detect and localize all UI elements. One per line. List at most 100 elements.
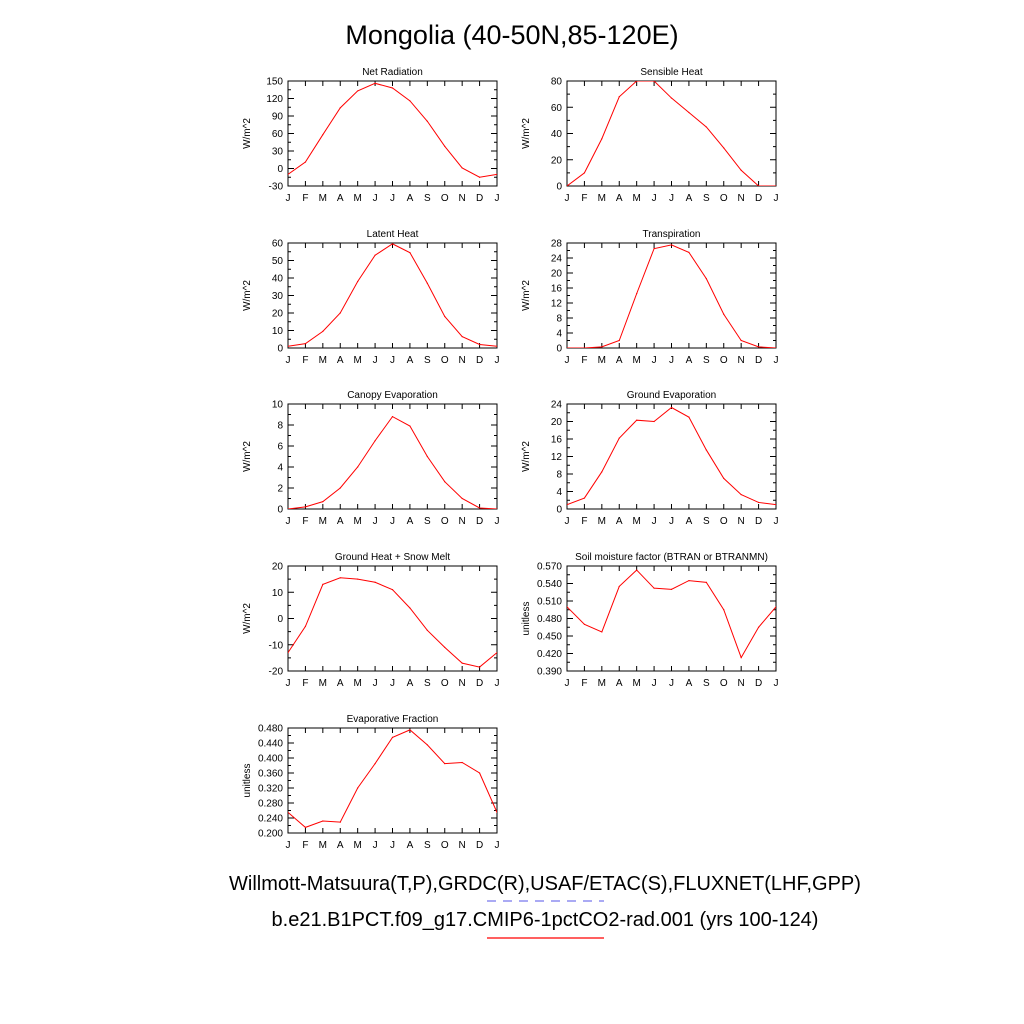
y-tick-label: -10 [269,640,284,651]
y-tick-label: 20 [272,309,284,320]
data-point [636,419,638,421]
x-tick-label: J [774,193,779,204]
y-tick-label: 4 [277,463,283,474]
y-tick-label: 0.440 [258,739,283,750]
data-point [688,416,690,418]
x-tick-label: M [598,355,606,366]
data-point [705,126,707,128]
x-tick-label: M [353,678,361,689]
x-tick-label: N [459,516,466,527]
data-point [461,167,463,169]
y-tick-label: 20 [272,562,284,573]
data-point [653,420,655,423]
y-tick-label: 16 [551,435,563,446]
data-point [374,763,376,765]
x-tick-label: A [616,193,623,204]
data-point [618,585,620,588]
x-tick-label: M [319,193,327,204]
data-point [583,172,586,174]
x-tick-label: J [495,678,500,689]
data-point [304,826,307,828]
data-point [339,577,341,579]
x-tick-label: A [407,678,414,689]
x-tick-label: M [319,355,327,366]
data-point [461,497,463,500]
x-tick-label: O [441,516,449,527]
data-point [688,579,690,582]
x-tick-label: A [407,193,414,204]
x-tick-label: F [302,193,308,204]
x-tick-label: M [319,840,327,851]
x-tick-label: J [390,678,395,689]
y-tick-label: 20 [551,269,563,280]
data-point [618,96,620,98]
x-tick-label: M [353,840,361,851]
y-tick-label: 24 [551,254,563,265]
x-tick-label: J [286,355,291,366]
x-tick-label: F [302,355,308,366]
data-point [775,504,776,506]
data-point [636,81,638,82]
data-point [757,185,760,186]
y-tick-label: 150 [266,77,283,88]
y-tick-label: 0.510 [537,597,562,608]
y-tick-label: 0.450 [537,632,562,643]
data-point [601,346,603,348]
data-point [496,811,497,813]
y-tick-label: 0 [277,164,283,175]
x-tick-label: J [669,355,674,366]
x-tick-label: A [337,516,344,527]
x-tick-label: J [495,193,500,204]
data-point [374,254,376,256]
data-point [357,466,359,468]
data-point [288,173,289,175]
data-point [374,82,376,84]
series-line [288,577,497,668]
x-tick-label: M [632,193,640,204]
plot-frame [566,80,777,187]
x-tick-label: F [581,516,587,527]
y-tick-label: 90 [272,112,284,123]
x-tick-label: J [652,516,657,527]
series-line [288,243,497,347]
data-point [618,339,620,342]
x-tick-label: J [390,355,395,366]
data-point [705,449,707,451]
x-tick-label: D [476,355,483,366]
data-point [670,406,673,409]
x-tick-label: A [686,516,693,527]
y-tick-label: 60 [551,103,563,114]
plot-frame [287,565,498,672]
data-point [444,145,446,147]
series-line [567,406,776,506]
data-point [426,282,428,284]
y-axis-label: W/m^2 [242,603,253,634]
panel-title: Evaporative Fraction [347,714,439,725]
data-point [478,176,481,178]
x-tick-label: A [616,355,623,366]
x-tick-label: D [476,516,483,527]
data-point [496,508,497,509]
data-point [304,506,307,508]
x-tick-label: S [424,516,431,527]
x-tick-label: D [755,678,762,689]
series-line [567,569,776,659]
x-tick-label: J [390,193,395,204]
x-tick-label: D [755,193,762,204]
data-point [461,336,463,338]
data-point [444,763,446,765]
x-tick-label: F [302,840,308,851]
x-tick-label: O [720,193,728,204]
data-point [723,477,725,479]
x-tick-label: O [720,355,728,366]
y-tick-label: 0.420 [537,649,562,660]
y-tick-label: 60 [272,239,284,250]
y-tick-label: 0.400 [258,754,283,765]
data-point [705,581,707,583]
